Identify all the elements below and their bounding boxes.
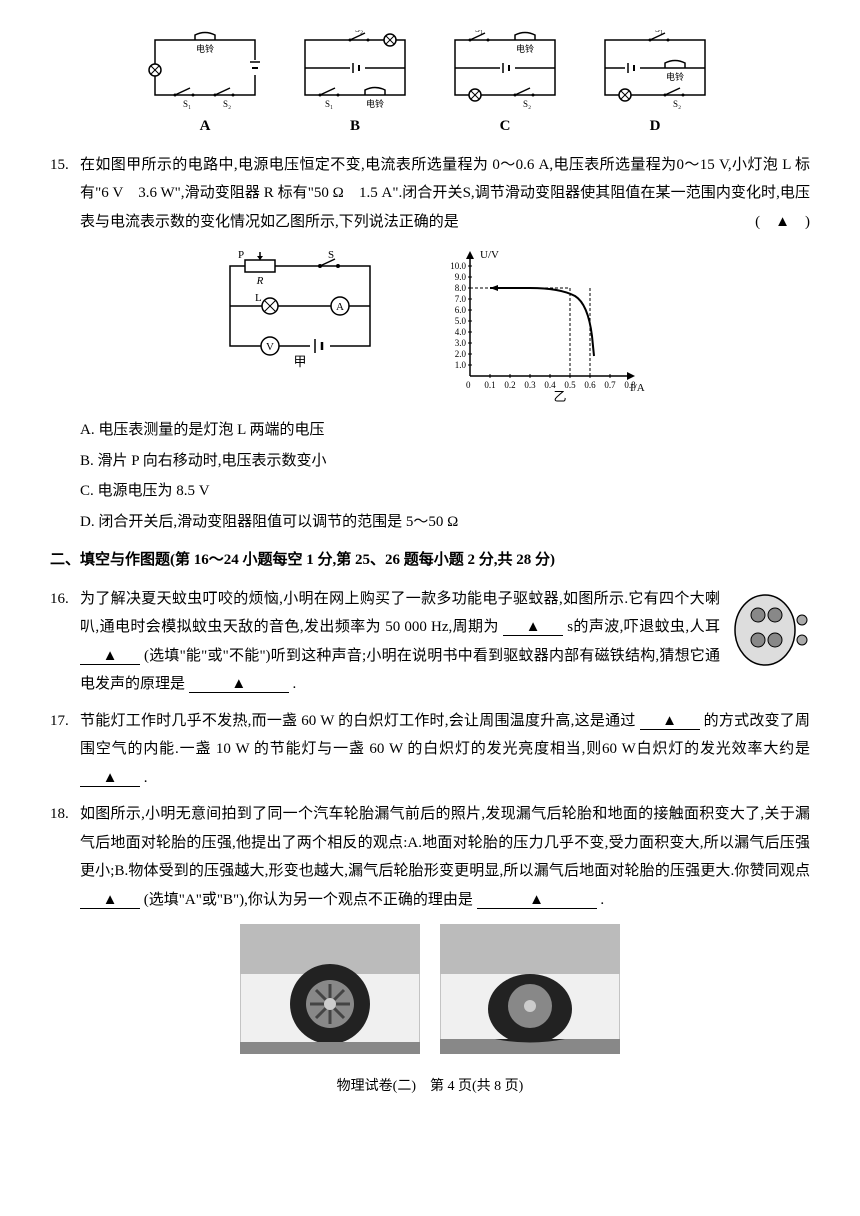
tire-images-row: [50, 924, 810, 1054]
svg-text:8.0: 8.0: [455, 283, 467, 293]
svg-text:9.0: 9.0: [455, 272, 467, 282]
q16-blank-2: ▲: [80, 649, 140, 665]
svg-text:6.0: 6.0: [455, 305, 467, 315]
q15-number: 15.: [50, 151, 80, 237]
section-2-header: 二、填空与作图题(第 16～24 小题每空 1 分,第 25、26 题每小题 2…: [50, 546, 810, 575]
q16-t2: s的声波,吓退蚊虫,人耳: [567, 619, 720, 635]
svg-text:0: 0: [466, 380, 471, 390]
q15-figure-row: P R S L A V 甲 U/V I/A 1.0 2.0 3.0: [50, 246, 810, 406]
circuit-c: S₁ 电铃 S₂ C: [445, 30, 565, 141]
svg-text:0.7: 0.7: [604, 380, 616, 390]
tire-before: [240, 924, 420, 1054]
svg-text:P: P: [238, 249, 244, 261]
svg-text:0.1: 0.1: [484, 380, 495, 390]
q15-option-d: D. 闭合开关后,滑动变阻器阻值可以调节的范围是 5～50 Ω: [80, 508, 810, 537]
svg-text:S₂: S₂: [673, 99, 681, 109]
circuit-options-row: 电铃 S₁ S₂ A S₂: [50, 30, 810, 141]
svg-text:1.0: 1.0: [455, 360, 467, 370]
svg-text:10.0: 10.0: [450, 261, 466, 271]
q16-blank-3: ▲: [189, 677, 289, 693]
svg-text:S: S: [328, 249, 334, 261]
q18-number: 18.: [50, 800, 80, 914]
svg-text:U/V: U/V: [480, 249, 499, 261]
circuit-a-label: A: [145, 112, 265, 141]
svg-text:2.0: 2.0: [455, 349, 467, 359]
svg-text:甲: 甲: [293, 354, 306, 369]
svg-text:电铃: 电铃: [196, 43, 214, 54]
svg-text:7.0: 7.0: [455, 294, 467, 304]
svg-text:S₂: S₂: [223, 99, 231, 109]
q18-blank-1: ▲: [80, 893, 140, 909]
q17-number: 17.: [50, 707, 80, 793]
svg-text:0.3: 0.3: [524, 380, 536, 390]
circuit-b: S₂ S₁ 电铃 B: [295, 30, 415, 141]
svg-text:4.0: 4.0: [455, 327, 467, 337]
q18-t2: (选填"A"或"B"),你认为另一个观点不正确的理由是: [144, 892, 473, 908]
svg-text:S₁: S₁: [325, 99, 333, 109]
page-footer: 物理试卷(二) 第 4 页(共 8 页): [50, 1074, 810, 1101]
circuit-d-label: D: [595, 112, 715, 141]
circuit-c-label: C: [445, 112, 565, 141]
svg-text:S₁: S₁: [183, 99, 191, 109]
q16-number: 16.: [50, 585, 80, 699]
svg-text:A: A: [336, 301, 344, 313]
question-16: 16. 为了解决夏天蚊虫叮咬的烦恼,小明在网上购买了一款多功能电子驱蚊器,如图所…: [50, 585, 810, 699]
q15-option-a: A. 电压表测量的是灯泡 L 两端的电压: [80, 416, 810, 445]
q17-blank-1: ▲: [640, 714, 700, 730]
svg-text:S₂: S₂: [523, 99, 531, 109]
circuit-d-svg: S₁ 电铃 S₂: [595, 30, 715, 110]
svg-text:R: R: [256, 275, 264, 287]
q15-options: A. 电压表测量的是灯泡 L 两端的电压 B. 滑片 P 向右移动时,电压表示数…: [80, 416, 810, 536]
q15-text: 在如图甲所示的电路中,电源电压恒定不变,电流表所选量程为 0～0.6 A,电压表…: [80, 157, 810, 230]
svg-text:0.6: 0.6: [584, 380, 596, 390]
question-17: 17. 节能灯工作时几乎不发热,而一盏 60 W 的白炽灯工作时,会让周围温度升…: [50, 707, 810, 793]
q15-answer-mark: ( ▲ ): [755, 208, 810, 237]
svg-text:S₁: S₁: [655, 30, 663, 34]
q18-t1: 如图所示,小明无意间拍到了同一个汽车轮胎漏气前后的照片,发现漏气后轮胎和地面的接…: [80, 806, 810, 879]
q16-t3: (选填"能"或"不能")听到这种声音;小明在说明书中看到驱蚊器内部有磁铁结构,猜…: [80, 648, 720, 693]
q17-blank-2: ▲: [80, 771, 140, 787]
svg-text:L: L: [255, 292, 262, 304]
svg-text:5.0: 5.0: [455, 316, 467, 326]
circuit-c-svg: S₁ 电铃 S₂: [445, 30, 565, 110]
circuit-b-label: B: [295, 112, 415, 141]
circuit-d: S₁ 电铃 S₂ D: [595, 30, 715, 141]
svg-text:0.8: 0.8: [624, 380, 636, 390]
tire-after: [440, 924, 620, 1054]
svg-text:S₁: S₁: [475, 30, 483, 34]
q18-blank-2: ▲: [477, 893, 597, 909]
q18-t3: .: [600, 892, 604, 908]
circuit-a-svg: 电铃 S₁ S₂: [145, 30, 265, 110]
question-18: 18. 如图所示,小明无意间拍到了同一个汽车轮胎漏气前后的照片,发现漏气后轮胎和…: [50, 800, 810, 914]
q17-t1: 节能灯工作时几乎不发热,而一盏 60 W 的白炽灯工作时,会让周围温度升高,这是…: [80, 713, 636, 729]
q15-circuit-jia: P R S L A V 甲: [210, 246, 390, 386]
circuit-a: 电铃 S₁ S₂ A: [145, 30, 265, 141]
q15-option-b: B. 滑片 P 向右移动时,电压表示数变小: [80, 447, 810, 476]
q16-device-image: [730, 585, 810, 699]
svg-text:电铃: 电铃: [516, 43, 534, 54]
q16-blank-1: ▲: [503, 620, 563, 636]
svg-text:0.2: 0.2: [504, 380, 515, 390]
question-15: 15. 在如图甲所示的电路中,电源电压恒定不变,电流表所选量程为 0～0.6 A…: [50, 151, 810, 237]
svg-text:乙: 乙: [553, 389, 566, 404]
svg-text:电铃: 电铃: [666, 71, 684, 82]
svg-text:3.0: 3.0: [455, 338, 467, 348]
q15-graph-yi: U/V I/A 1.0 2.0 3.0 4.0 5.0 6.0 7.0 8.0 …: [430, 246, 650, 406]
svg-text:S₂: S₂: [355, 30, 363, 34]
q16-t4: .: [293, 676, 297, 692]
q17-t3: .: [144, 770, 148, 786]
svg-text:电铃: 电铃: [366, 98, 384, 109]
circuit-b-svg: S₂ S₁ 电铃: [295, 30, 415, 110]
q15-option-c: C. 电源电压为 8.5 V: [80, 477, 810, 506]
svg-text:V: V: [266, 341, 274, 353]
